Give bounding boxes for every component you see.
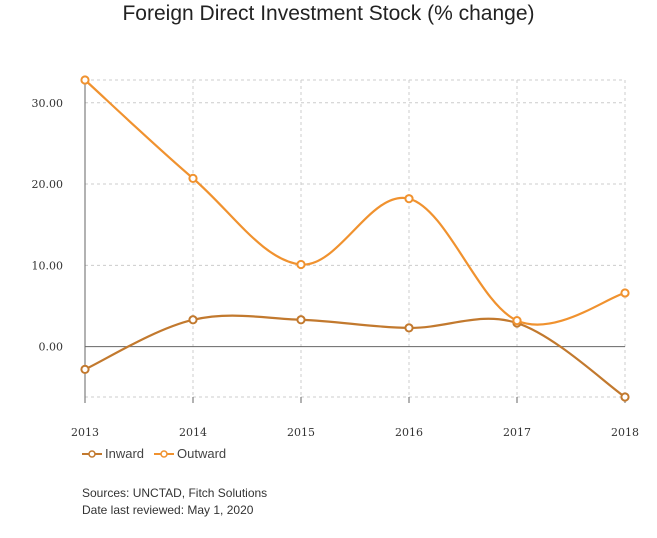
chart-title: Foreign Direct Investment Stock (% chang… bbox=[122, 2, 535, 25]
data-point-outward[interactable] bbox=[296, 259, 306, 270]
x-tick-label: 2015 bbox=[287, 426, 315, 439]
data-point-outward[interactable] bbox=[80, 75, 90, 85]
data-point-inward[interactable] bbox=[296, 315, 306, 325]
data-point-inward[interactable] bbox=[80, 364, 90, 374]
legend-item-outward[interactable]: Outward bbox=[154, 446, 226, 461]
x-tick-label: 2017 bbox=[503, 426, 531, 439]
x-tick-label: 2018 bbox=[611, 426, 639, 439]
data-point-outward[interactable] bbox=[188, 173, 198, 183]
y-tick-label: 30.00 bbox=[32, 97, 64, 110]
data-point-inward[interactable] bbox=[188, 315, 198, 325]
series-line-inward bbox=[84, 314, 626, 398]
y-tick-label: 10.00 bbox=[32, 259, 64, 272]
legend-label-inward: Inward bbox=[105, 446, 145, 461]
axes bbox=[84, 80, 626, 403]
y-axis-tick-labels: 30.00 20.00 10.00 0.00 bbox=[32, 97, 64, 354]
legend-inward-marker-icon bbox=[82, 449, 102, 458]
grid-lines bbox=[84, 79, 626, 398]
data-point-inward[interactable] bbox=[404, 323, 414, 333]
x-tick-label: 2013 bbox=[71, 426, 99, 439]
data-point-outward[interactable] bbox=[620, 288, 630, 298]
date-reviewed-note: Date last reviewed: May 1, 2020 bbox=[82, 503, 254, 517]
legend-label-outward: Outward bbox=[177, 446, 227, 461]
legend-item-inward[interactable]: Inward bbox=[82, 446, 144, 461]
data-point-outward[interactable] bbox=[404, 194, 414, 204]
series-line-outward bbox=[84, 79, 626, 326]
data-point-inward[interactable] bbox=[620, 392, 630, 402]
data-point-outward[interactable] bbox=[512, 315, 522, 326]
x-axis-tick-labels: 2013 2014 2015 2016 2017 2018 bbox=[71, 426, 639, 439]
legend-outward-marker-icon bbox=[154, 449, 175, 458]
sources-note: Sources: UNCTAD, Fitch Solutions bbox=[82, 486, 268, 500]
x-tick-label: 2014 bbox=[179, 426, 207, 439]
x-tick-label: 2016 bbox=[395, 426, 423, 439]
y-tick-label: 20.00 bbox=[32, 178, 64, 191]
series-group bbox=[80, 75, 630, 402]
y-tick-label: 0.00 bbox=[39, 341, 64, 354]
chart-footer: Sources: UNCTAD, Fitch Solutions Date la… bbox=[82, 485, 267, 519]
legend: Inward Outward bbox=[82, 446, 236, 461]
